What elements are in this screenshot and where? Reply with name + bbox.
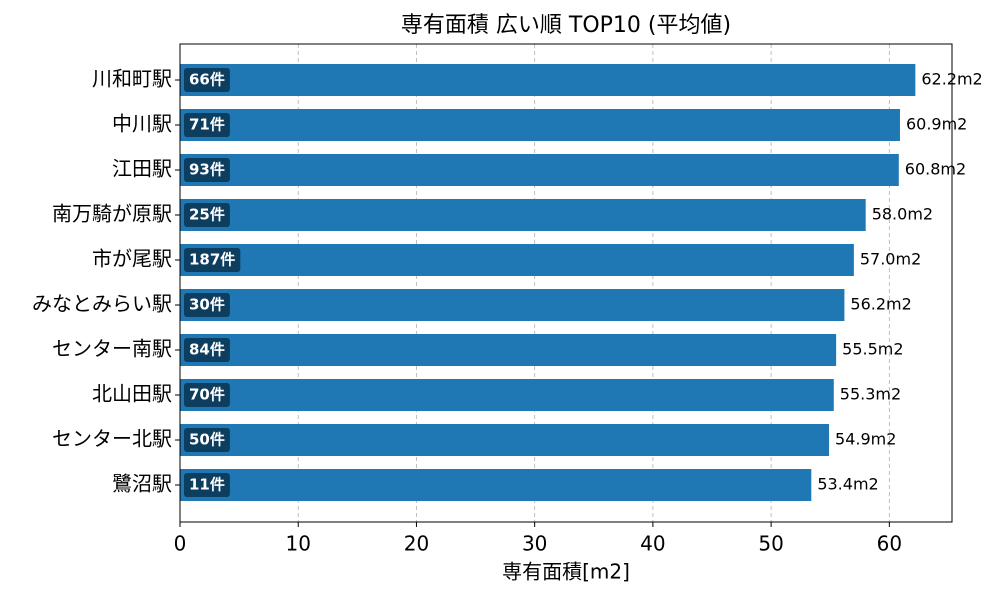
bar	[180, 199, 866, 231]
y-tick-label: 北山田駅	[92, 382, 172, 406]
bar	[180, 109, 900, 141]
count-label: 71件	[189, 116, 225, 134]
y-tick-label: センター南駅	[52, 337, 172, 361]
y-tick-label: 江田駅	[112, 157, 172, 181]
count-badge	[184, 248, 241, 272]
y-tick-label: みなとみらい駅	[32, 292, 172, 316]
count-label: 30件	[189, 296, 225, 314]
count-label: 93件	[189, 161, 225, 179]
count-badge	[184, 428, 230, 452]
bar	[180, 469, 812, 501]
value-label: 54.9m2	[835, 430, 896, 449]
value-label: 57.0m2	[860, 250, 921, 269]
y-tick-label: 鷺沼駅	[112, 472, 172, 496]
x-tick-label: 40	[640, 532, 665, 556]
bar	[180, 379, 834, 411]
x-tick-label: 10	[285, 532, 310, 556]
value-label: 60.9m2	[906, 115, 967, 134]
count-label: 70件	[189, 386, 225, 404]
x-tick-label: 30	[522, 532, 547, 556]
y-tick-label: 市が尾駅	[92, 247, 172, 271]
count-badge	[184, 68, 230, 92]
count-label: 50件	[189, 431, 225, 449]
value-label: 60.8m2	[905, 160, 966, 179]
count-label: 25件	[189, 206, 225, 224]
y-tick-label: 川和町駅	[92, 67, 172, 91]
x-tick-label: 0	[174, 532, 187, 556]
count-badge	[184, 203, 230, 227]
count-badge	[184, 158, 230, 182]
value-label: 55.5m2	[842, 340, 903, 359]
value-label: 58.0m2	[872, 205, 933, 224]
y-tick-label: 中川駅	[112, 112, 172, 136]
bar	[180, 154, 899, 186]
bar	[180, 64, 916, 96]
count-label: 84件	[189, 341, 225, 359]
count-label: 66件	[189, 71, 225, 89]
value-label: 55.3m2	[840, 385, 901, 404]
count-badge	[184, 113, 230, 137]
x-axis-label: 専有面積[m2]	[502, 560, 630, 584]
x-tick-label: 20	[404, 532, 429, 556]
count-badge	[184, 383, 230, 407]
bar	[180, 424, 830, 456]
y-tick-label: センター北駅	[52, 427, 172, 451]
count-label: 187件	[189, 251, 235, 269]
bar	[180, 334, 837, 366]
count-label: 11件	[189, 476, 225, 494]
bar	[180, 244, 854, 276]
plot-frame	[179, 43, 953, 523]
count-badge	[184, 338, 230, 362]
count-badge	[184, 293, 230, 317]
bar	[180, 289, 845, 321]
chart-title: 専有面積 広い順 TOP10 (平均値)	[401, 13, 731, 38]
x-tick-label: 60	[877, 532, 902, 556]
y-tick-label: 南万騎が原駅	[52, 202, 172, 226]
value-label: 56.2m2	[850, 295, 911, 314]
count-badge	[184, 473, 230, 497]
x-tick-label: 50	[758, 532, 783, 556]
value-label: 53.4m2	[817, 475, 878, 494]
